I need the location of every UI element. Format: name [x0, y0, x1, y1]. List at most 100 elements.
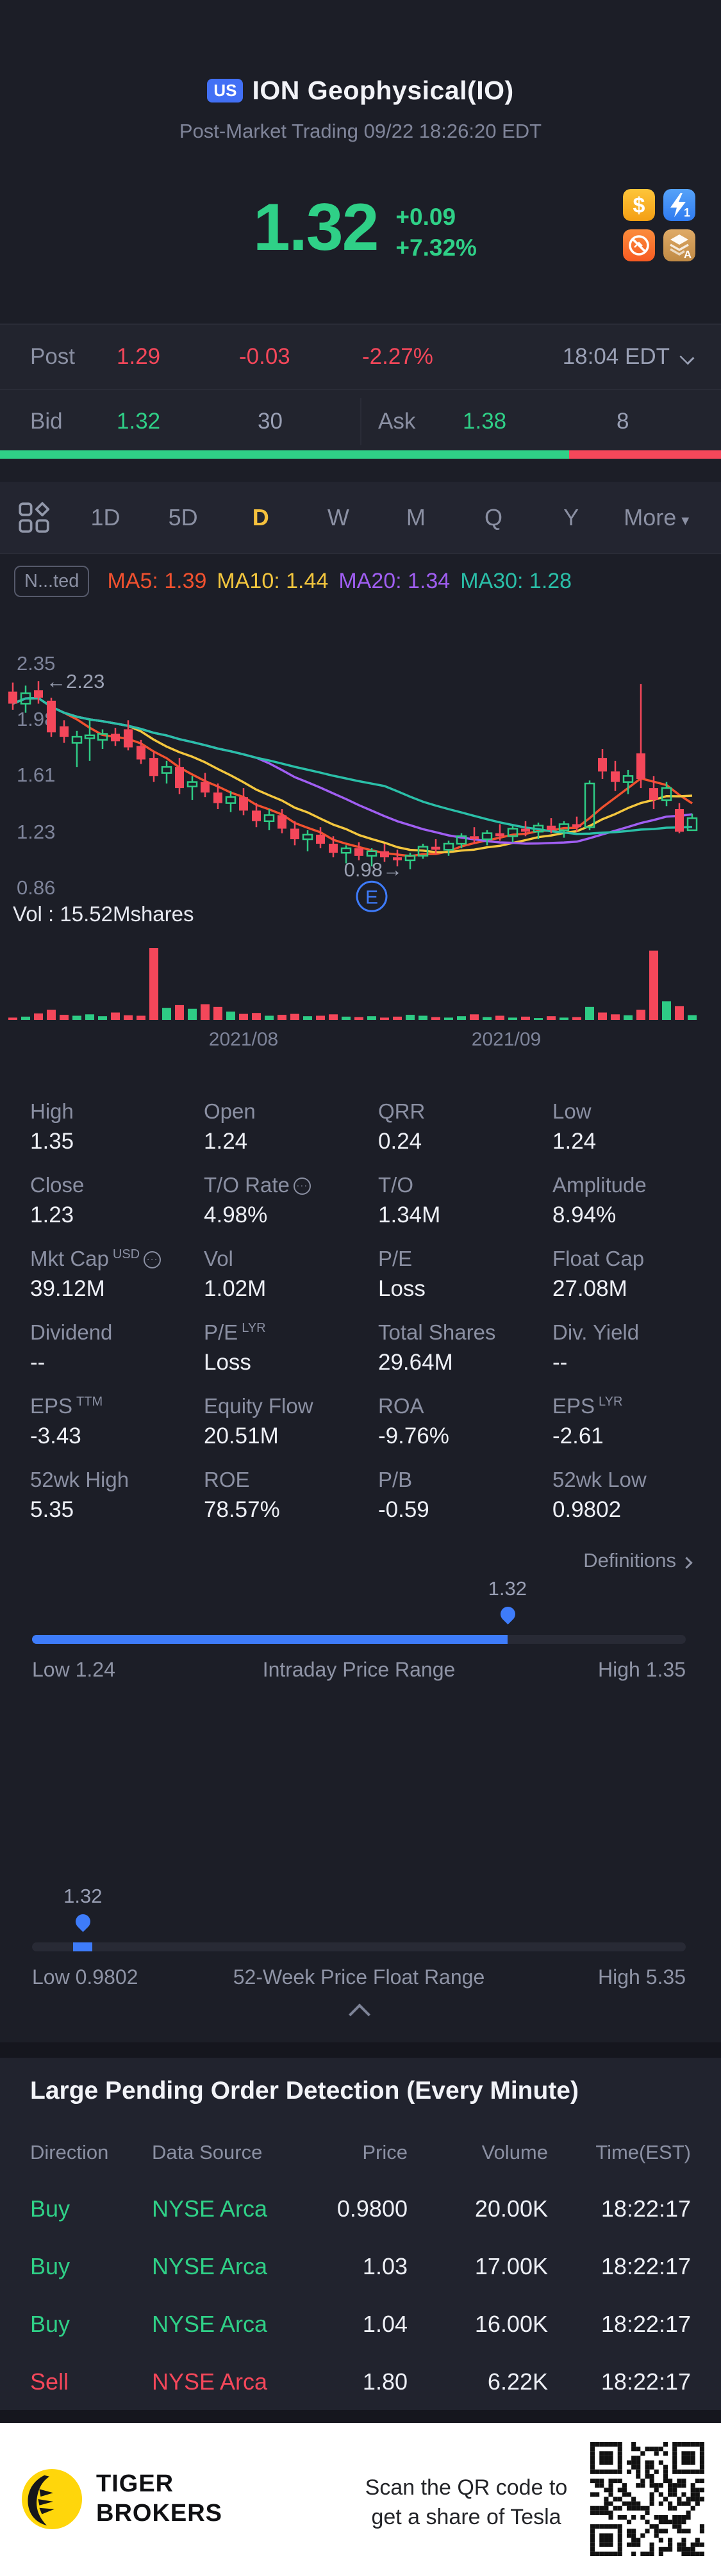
stat-equity-flow: Equity Flow 20.51M: [204, 1394, 313, 1448]
svg-text:0.98→: 0.98→: [344, 858, 402, 881]
stat-52wk-high: 52wk High 5.35: [30, 1468, 129, 1522]
tab-period-w[interactable]: W: [327, 504, 349, 530]
stat-vol: Vol 1.02M: [204, 1247, 267, 1301]
collapse-panel-button[interactable]: [349, 2001, 370, 2026]
cash-plan-icon[interactable]: $: [623, 189, 655, 221]
slider-high-label: High 1.35: [598, 1658, 686, 1681]
stat-mkt-cap: Mkt Cap USD ··· 39.12M: [30, 1236, 204, 1310]
stat-low: Low 1.24: [552, 1099, 597, 1154]
order-price: 0.9800: [336, 2195, 408, 2222]
slider-value: 1.32: [63, 1885, 103, 1907]
order-source: NYSE Arca: [152, 2311, 268, 2337]
stat-t-o: T/O 1.34M: [378, 1173, 441, 1227]
fifty-two-week-range-slider: 1.32 Low 0.9802 52-Week Price Float Range H…: [32, 1731, 686, 1989]
short-sell-unavailable-icon[interactable]: [623, 229, 655, 261]
page-title: ION Geophysical(IO): [252, 76, 514, 105]
ma-legend-row: N...ted MA5: 1.39 MA10: 1.44 MA20: 1.34 MA3…: [0, 555, 721, 607]
definitions-link[interactable]: Definitions: [583, 1549, 693, 1572]
column-header-data-source: Data Source: [152, 2141, 263, 2163]
ask-ratio-segment: [568, 450, 721, 459]
tab-period-5d[interactable]: 5D: [168, 504, 198, 530]
chevron-up-icon: [349, 2003, 370, 2026]
stat-total-shares: Total Shares 29.64M: [378, 1320, 496, 1375]
ask-size: 8: [617, 409, 629, 434]
order-row: Buy NYSE Arca 1.04 16.00K 18:22:17: [30, 2311, 691, 2339]
svg-text:A: A: [684, 249, 692, 261]
order-source: NYSE Arca: [152, 2368, 268, 2395]
svg-text:0.86: 0.86: [17, 876, 55, 899]
adjustment-mode-chip[interactable]: N...ted: [14, 565, 90, 597]
stat-float-cap: Float Cap 27.08M: [552, 1247, 645, 1301]
order-price: 1.80: [362, 2368, 408, 2395]
tab-period-q[interactable]: Q: [485, 504, 503, 530]
slider-marker-pin: [497, 1604, 518, 1625]
stat-high: High 1.35: [30, 1099, 74, 1154]
ma-legend-item-0: MA5: 1.39: [107, 568, 207, 593]
tab-more-dropdown[interactable]: More ▾: [624, 504, 690, 530]
stat-roe: ROE 78.57%: [204, 1468, 280, 1522]
tiger-brokers-logo: [21, 2468, 83, 2530]
stat-div-yield: Div. Yield --: [552, 1320, 640, 1375]
order-row: Sell NYSE Arca 1.80 6.22K 18:22:17: [30, 2368, 691, 2397]
post-change: -0.03: [239, 344, 290, 369]
bid-label: Bid: [30, 409, 63, 434]
section-divider: [0, 2042, 721, 2058]
svg-text:E: E: [365, 887, 378, 908]
order-source: NYSE Arca: [152, 2253, 268, 2279]
stat-eps: EPS LYR -2.61: [552, 1394, 623, 1448]
ask-price: 1.38: [463, 409, 507, 434]
stat-amplitude: Amplitude 8.94%: [552, 1173, 647, 1227]
column-header-volume: Volume: [481, 2141, 548, 2163]
chart-period-tabbar: 1D 5D D W M Q Y More ▾: [0, 482, 721, 554]
tab-period-m[interactable]: M: [406, 504, 426, 530]
slider-low-label: Low 0.9802: [32, 1965, 138, 1989]
layout-grid-icon[interactable]: [18, 502, 50, 534]
stat-p-b: P/B -0.59: [378, 1468, 429, 1522]
slider-low-label: Low 1.24: [32, 1658, 115, 1681]
slider-track: [32, 1942, 686, 1951]
tab-period-1d[interactable]: 1D: [90, 504, 120, 530]
quote-rows: Post 1.29 -0.03 -2.27% 18:04 EDT Bid 1.3…: [0, 324, 721, 459]
svg-text:←2.23: ←2.23: [46, 670, 104, 693]
bid-ask-ratio-bar: [0, 450, 721, 459]
ma-legend-values: MA5: 1.39 MA10: 1.44 MA20: 1.34 MA30: 1.28: [107, 569, 572, 594]
post-time-dropdown[interactable]: 18:04 EDT: [562, 344, 670, 369]
slider-title: Intraday Price Range: [262, 1658, 456, 1681]
order-price: 1.04: [362, 2311, 408, 2337]
feature-icon-grid: $1 A: [623, 189, 695, 261]
order-time: 18:22:17: [601, 2253, 691, 2279]
stock-header: US ION Geophysical(IO) Post-Market Tradi…: [0, 76, 721, 143]
ma-legend-item-3: MA30: 1.28: [460, 568, 572, 593]
column-header-price: Price: [362, 2141, 408, 2163]
info-icon[interactable]: ···: [293, 1177, 311, 1195]
stat-dividend: Dividend --: [30, 1320, 113, 1375]
promo-footer: TIGER BROKERS Scan the QR code to get a …: [0, 2423, 721, 2576]
slider-marker-pin: [72, 1911, 94, 1932]
column-header-direction: Direction: [30, 2141, 109, 2163]
order-volume: 6.22K: [487, 2368, 548, 2395]
order-direction: Buy: [30, 2195, 70, 2222]
price-block: 1.32 +0.09 +7.32% $1 A: [0, 189, 721, 295]
slider-title: 52-Week Price Float Range: [233, 1965, 485, 1989]
large-pending-order-section: Large Pending Order Detection (Every Min…: [0, 2058, 721, 2410]
stat-52wk-low: 52wk Low 0.9802: [552, 1468, 647, 1522]
stat-qrr: QRR 0.24: [378, 1099, 426, 1154]
svg-text:2.35: 2.35: [17, 652, 55, 675]
tab-period-d[interactable]: D: [252, 504, 269, 530]
section-divider: [0, 2410, 721, 2423]
trading-session-subtitle: Post-Market Trading 09/22 18:26:20 EDT: [179, 120, 542, 142]
order-table-header: Direction Data Source Price Volume Time(EST): [30, 2141, 691, 2164]
slider-knob: [73, 1942, 93, 1951]
order-source: NYSE Arca: [152, 2195, 268, 2222]
stat-close: Close 1.23: [30, 1173, 85, 1227]
intraday-price-range-slider: 1.32 Low 1.24 Intraday Price Range High 1.3…: [32, 1577, 686, 1690]
level-a-quote-icon[interactable]: A: [663, 229, 695, 261]
bid-size: 30: [258, 409, 283, 434]
tab-period-y[interactable]: Y: [563, 504, 579, 530]
chevron-down-icon[interactable]: [679, 350, 695, 365]
info-icon[interactable]: ···: [144, 1251, 162, 1268]
flash-order-icon[interactable]: 1: [663, 189, 695, 221]
order-volume: 20.00K: [474, 2195, 548, 2222]
